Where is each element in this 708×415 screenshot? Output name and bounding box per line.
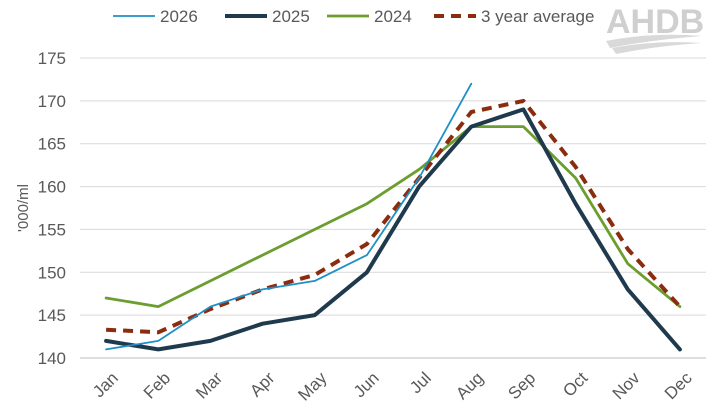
x-tick-label: Oct <box>559 368 591 400</box>
legend-label: 2026 <box>160 7 198 26</box>
logo-text: AHDB <box>606 3 704 41</box>
logo-swoosh-icon <box>606 34 702 48</box>
legend-item: 3 year average <box>434 7 594 26</box>
legend-item: 2024 <box>327 7 412 26</box>
ahdb-logo: AHDB <box>606 3 704 54</box>
series-line-2024 <box>104 125 682 308</box>
x-tick-label: Dec <box>661 368 696 403</box>
legend-label: 2025 <box>272 7 310 26</box>
y-tick-label: 150 <box>38 263 66 282</box>
y-tick-label: 165 <box>38 135 66 154</box>
x-tick-label: Mar <box>192 368 226 402</box>
legend-item: 2026 <box>113 7 198 26</box>
y-tick-label: 145 <box>38 306 66 325</box>
x-tick-label: Feb <box>140 368 174 402</box>
y-tick-label: 170 <box>38 92 66 111</box>
legend-label: 2024 <box>374 7 412 26</box>
series-line-2026 <box>105 82 473 351</box>
legend-label: 3 year average <box>481 7 594 26</box>
legend: 2026 2025 2024 3 year average <box>113 7 594 26</box>
y-tick-label: 175 <box>38 49 66 68</box>
x-tick-label: Jun <box>350 368 383 401</box>
x-tick-label: Sep <box>504 368 539 403</box>
y-tick-label: 155 <box>38 220 66 239</box>
series-line-2025 <box>104 107 682 352</box>
x-tick-label: Jan <box>89 368 122 401</box>
x-tick-label: Aug <box>452 368 487 403</box>
y-tick-label: 140 <box>38 349 66 368</box>
x-tick-label: Nov <box>609 368 644 403</box>
y-tick-label: 160 <box>38 178 66 197</box>
series-lines <box>104 82 682 352</box>
x-tick-label: May <box>294 368 330 404</box>
x-tick-label: Apr <box>246 368 278 400</box>
legend-item: 2025 <box>225 7 310 26</box>
series-line-3-year-average <box>106 98 682 335</box>
y-axis-label: '000/ml <box>15 184 32 232</box>
x-tick-label: Jul <box>406 368 435 397</box>
